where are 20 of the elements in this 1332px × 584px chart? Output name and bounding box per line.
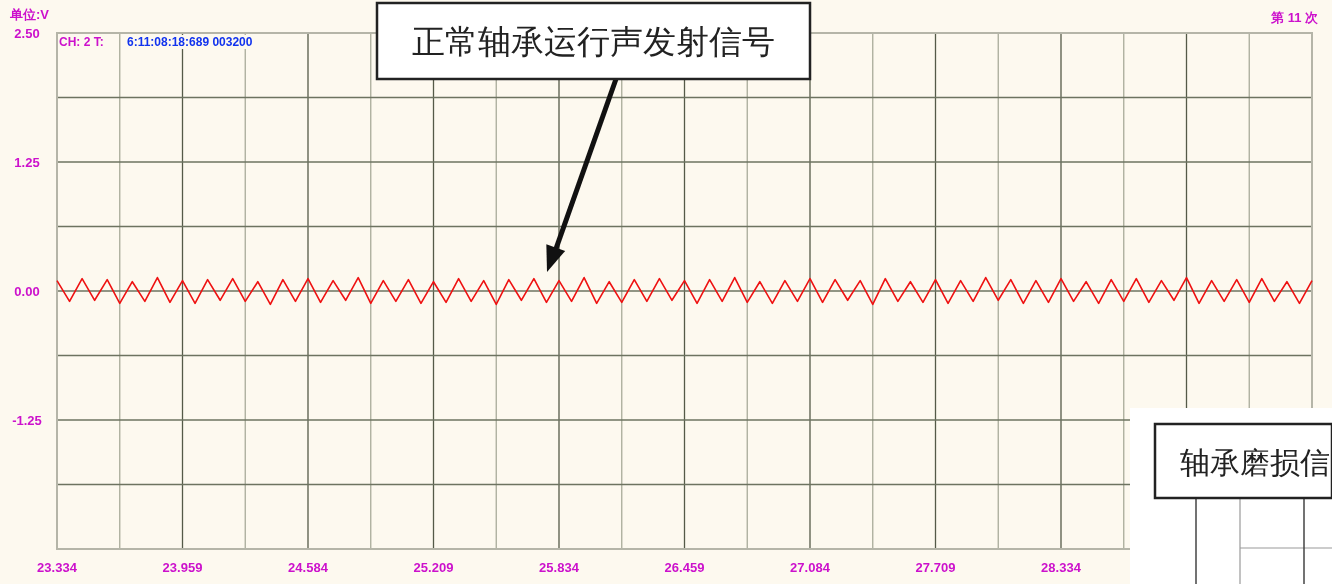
annotation: 6:11:08:18:689 003200 bbox=[127, 35, 253, 49]
x-tick-label: 25.834 bbox=[539, 560, 580, 575]
text: 第 11 次 bbox=[1270, 10, 1319, 25]
x-tick-label: 27.709 bbox=[915, 560, 956, 575]
y-tick-label: -1.25 bbox=[12, 413, 42, 428]
x-tick-label: 23.959 bbox=[162, 560, 203, 575]
annotation: 轴承磨损信 bbox=[1180, 445, 1330, 480]
x-tick-label: 27.084 bbox=[790, 560, 831, 575]
y-axis-title: 单位:V bbox=[9, 7, 50, 22]
x-tick-label: 25.209 bbox=[413, 560, 454, 575]
line-series bbox=[56, 276, 1313, 306]
y-tick-label: 1.25 bbox=[14, 155, 40, 170]
annotation: CH: 2 T: bbox=[59, 35, 104, 49]
x-tick-label: 28.334 bbox=[1041, 560, 1082, 575]
x-tick-label: 23.334 bbox=[37, 560, 78, 575]
x-tick-label: 26.459 bbox=[664, 560, 705, 575]
annotation: 正常轴承运行声发射信号 bbox=[412, 22, 775, 61]
x-tick-label: 24.584 bbox=[288, 560, 329, 575]
y-tick-label: 2.50 bbox=[14, 26, 40, 41]
y-tick-label: 0.00 bbox=[14, 284, 40, 299]
